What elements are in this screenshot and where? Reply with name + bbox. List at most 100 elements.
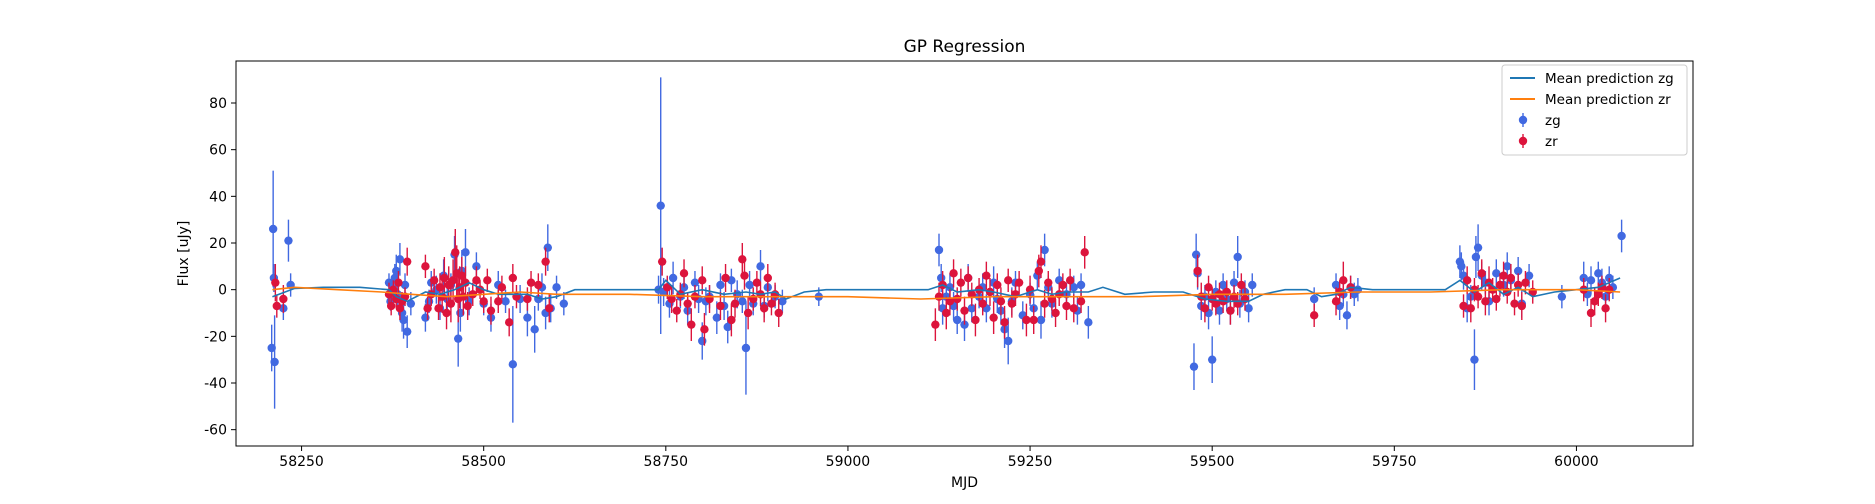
data-point-zg [1557, 292, 1567, 301]
data-point-zg [1342, 311, 1352, 320]
legend-entry-zg: zg [1518, 113, 1561, 129]
data-point-zg [1233, 252, 1242, 262]
data-point-zg [1331, 280, 1341, 290]
data-point-zr [1034, 266, 1044, 276]
series-zr [271, 229, 1614, 346]
data-point-zr [486, 306, 496, 315]
data-point-zg [395, 255, 405, 264]
data-point-zr [989, 313, 998, 322]
data-point-zg [656, 201, 665, 210]
data-point-zg [1215, 306, 1224, 315]
data-point-zg [690, 278, 700, 287]
data-point-zr [963, 273, 973, 283]
data-point-zg [268, 224, 278, 234]
legend-entry-zr: zr [1518, 134, 1558, 150]
data-point-zr [457, 271, 467, 280]
data-point-zg [1524, 271, 1534, 280]
data-point-zg [508, 360, 518, 369]
data-point-zg [668, 273, 678, 283]
data-point-zr [1466, 304, 1476, 313]
data-point-zg [1473, 243, 1483, 252]
data-point-zr [727, 315, 736, 325]
data-point-zg [400, 280, 410, 290]
data-point-zr [1204, 283, 1213, 292]
data-point-zg [421, 313, 430, 322]
x-axis-ticks: 58250 58500 58750 59000 59250 59500 59750 60000 [279, 446, 1599, 470]
data-point-zr [934, 292, 944, 301]
data-point-zr [271, 278, 280, 287]
data-point-zr [272, 301, 281, 311]
data-point-zg [936, 273, 946, 283]
data-point-zg [953, 315, 962, 325]
data-point-zr [663, 283, 672, 292]
data-point-zr [967, 290, 976, 299]
data-point-zg [530, 325, 539, 334]
legend-frame [1501, 64, 1688, 156]
data-point-zr [1211, 299, 1221, 308]
data-point-zr [421, 262, 430, 271]
data-point-zg [384, 278, 394, 287]
legend-entry-mean-prediction-zr: Mean prediction zr [1510, 92, 1671, 108]
legend-label-mean-prediction-zg: Mean prediction zg [1545, 71, 1674, 87]
data-point-zr [1044, 278, 1053, 287]
data-point-zg [284, 236, 293, 245]
y-tick-label: 60 [209, 143, 227, 159]
legend-label-mean-prediction-zr: Mean prediction zr [1545, 92, 1671, 108]
data-point-zr [429, 276, 439, 285]
axes-frame [235, 60, 1694, 447]
x-tick-label: 59250 [1008, 454, 1053, 470]
data-point-zr [763, 273, 773, 283]
data-point-zr [657, 257, 667, 266]
data-point-zr [504, 318, 514, 327]
data-point-zr [949, 269, 958, 278]
data-point-zr [945, 297, 955, 306]
series-mean-prediction-zg [272, 277, 1621, 303]
x-axis-label: MJD [951, 475, 978, 491]
data-point-zr [1062, 301, 1071, 311]
data-point-zr [1029, 315, 1038, 325]
data-point-zr [545, 304, 554, 313]
data-point-zr [716, 301, 725, 311]
data-point-zr [1331, 297, 1341, 306]
data-point-zg [1218, 280, 1228, 290]
data-point-zr [1513, 280, 1523, 290]
data-point-zg [543, 243, 552, 252]
data-point-zr [1040, 299, 1049, 308]
data-point-zr [683, 299, 692, 308]
data-point-zr [1590, 297, 1599, 306]
data-point-zr [1477, 269, 1486, 278]
data-point-zr [1069, 304, 1078, 313]
x-tick-label: 58250 [279, 454, 324, 470]
data-point-zr [1506, 273, 1516, 283]
data-point-zr [1459, 301, 1468, 311]
data-point-zg [523, 313, 532, 322]
data-point-zr [978, 299, 987, 308]
data-point-zr [1339, 276, 1348, 285]
data-point-zg [716, 280, 725, 290]
data-point-zr [971, 315, 980, 325]
x-tick-label: 59500 [1190, 454, 1235, 470]
data-point-zr [953, 294, 962, 304]
data-point-zr [279, 294, 288, 304]
data-point-zr [394, 278, 403, 287]
data-point-zr [1601, 304, 1610, 313]
x-tick-label: 59750 [1372, 454, 1417, 470]
data-point-zr [774, 308, 783, 318]
data-point-zr [679, 269, 689, 278]
data-point-zr [1492, 294, 1501, 304]
data-point-zg [745, 280, 754, 290]
data-point-zg [402, 327, 412, 336]
data-point-zr [1004, 276, 1013, 285]
data-point-zr [534, 280, 543, 290]
data-point-zr [1499, 271, 1508, 280]
data-point-zr [434, 304, 443, 313]
data-point-zg [1470, 355, 1479, 364]
data-point-zr [1080, 248, 1089, 257]
data-point-zr [451, 248, 460, 257]
data-point-zg [552, 283, 561, 292]
data-point-zr [483, 276, 492, 285]
data-point-zr [1517, 301, 1527, 311]
data-point-zr [1007, 299, 1017, 308]
